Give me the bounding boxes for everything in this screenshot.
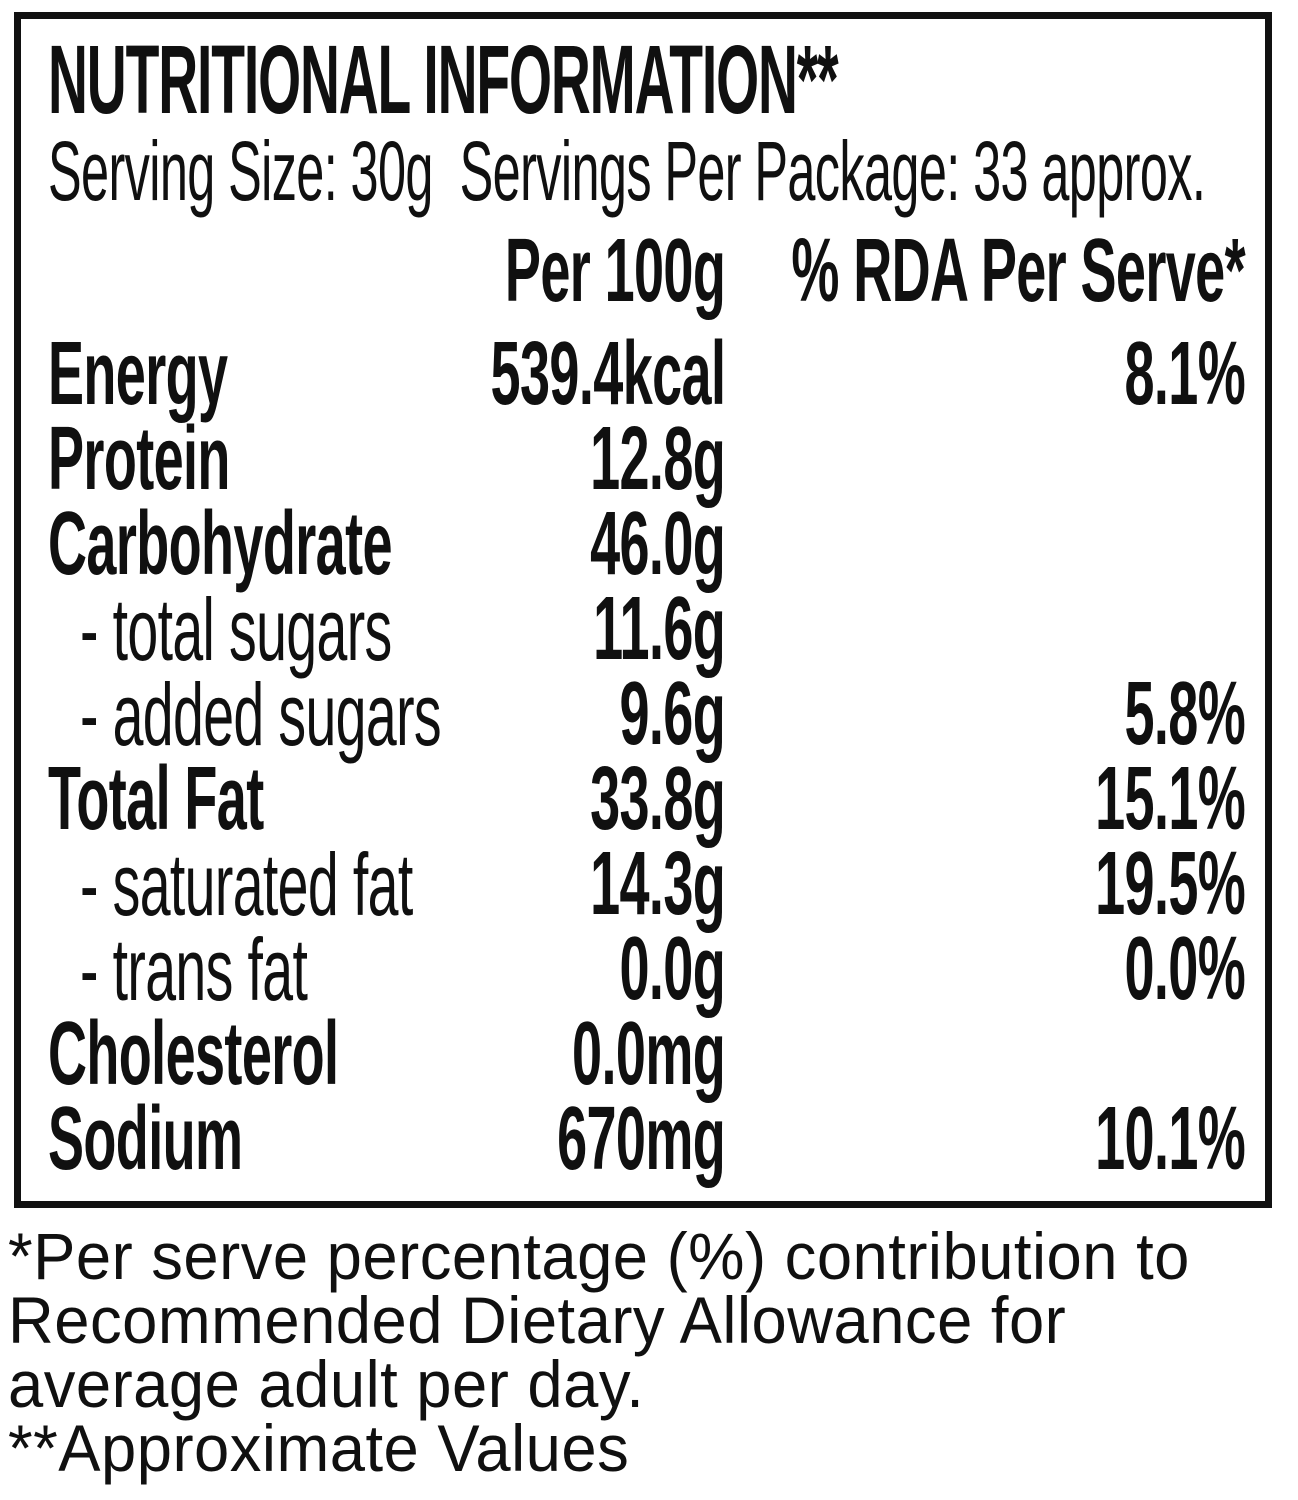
footnotes: *Per serve percentage (%) contribution t… [8, 1219, 1298, 1485]
per-100g-value: 11.6g [592, 579, 726, 679]
nutrient-name: Cholesterol [48, 1004, 339, 1104]
nutrient-name: Protein [48, 409, 230, 509]
column-header-per-100g: Per 100g [504, 221, 726, 321]
rda-value [725, 587, 1245, 672]
serving-info-text: Serving Size: 30g Servings Per Package: … [48, 124, 1206, 218]
per-100g-value: 670mg [556, 1089, 726, 1189]
nutrition-table-box: NUTRITIONAL INFORMATION** Serving Size: … [14, 12, 1272, 1208]
footnote-line: Recommended Dietary Allowance for [8, 1283, 1067, 1357]
footnote-line: average adult per day. [8, 1347, 645, 1421]
page-title: NUTRITIONAL INFORMATION** [48, 31, 1245, 128]
rda-value: 0.0% [1124, 919, 1245, 1019]
per-100g-value: 0.0mg [571, 1004, 726, 1104]
serving-info: Serving Size: 30g Servings Per Package: … [48, 128, 1245, 214]
table-row-energy: Energy 539.4kcal 8.1% [48, 324, 1246, 424]
rda-value: 15.1% [1094, 749, 1246, 849]
nutrient-name: Carbohydrate [48, 494, 392, 594]
rda-value [725, 1012, 1245, 1097]
rda-value [725, 502, 1245, 587]
nutrient-name: Total Fat [48, 749, 264, 849]
footnote-line: *Per serve percentage (%) contribution t… [8, 1219, 1190, 1293]
table-row-cholesterol: Cholesterol 0.0mg [48, 1004, 1245, 1104]
rda-value: 10.1% [1094, 1089, 1246, 1189]
per-100g-value: 33.8g [589, 749, 726, 849]
per-100g-value: 0.0g [619, 919, 725, 1019]
rda-value: 8.1% [1124, 324, 1245, 424]
footnote-line: **Approximate Values [8, 1411, 630, 1485]
per-100g-value: 12.8g [589, 409, 726, 509]
table-row-carbohydrate: Carbohydrate 46.0g [48, 494, 1245, 594]
table-row-added-sugars: - added sugars 9.6g 5.8% [48, 664, 1246, 764]
nutrient-name: - saturated fat [80, 835, 413, 934]
column-header-rda: % RDA Per Serve* [791, 221, 1245, 321]
rda-value: 5.8% [1124, 664, 1245, 764]
per-100g-value: 9.6g [619, 664, 725, 764]
rda-value [725, 417, 1245, 502]
per-100g-value: 14.3g [589, 834, 726, 934]
nutrient-name: Sodium [48, 1089, 243, 1189]
rda-value: 19.5% [1094, 834, 1246, 934]
table-row-trans-fat: - trans fat 0.0g 0.0% [48, 919, 1246, 1019]
per-100g-value: 539.4kcal [490, 324, 725, 424]
table-row-saturated-fat: - saturated fat 14.3g 19.5% [48, 834, 1246, 934]
nutrient-name: - added sugars [80, 665, 442, 764]
nutrient-name: Energy [48, 324, 228, 424]
page-title-text: NUTRITIONAL INFORMATION** [48, 25, 839, 134]
table-row-total-fat: Total Fat 33.8g 15.1% [48, 749, 1246, 849]
nutrient-name: - trans fat [80, 920, 308, 1019]
column-header-spacer [48, 228, 478, 314]
nutrient-rows: Energy 539.4kcal 8.1% Protein 12.8g Carb… [48, 324, 1246, 1189]
table-row-protein: Protein 12.8g [48, 409, 1245, 509]
nutrient-name: - total sugars [80, 580, 392, 679]
table-row-sodium: Sodium 670mg 10.1% [48, 1089, 1246, 1189]
table-row-total-sugars: - total sugars 11.6g [48, 579, 1245, 679]
per-100g-value: 46.0g [589, 494, 726, 594]
column-header-row: Per 100g % RDA Per Serve* [48, 221, 1246, 321]
